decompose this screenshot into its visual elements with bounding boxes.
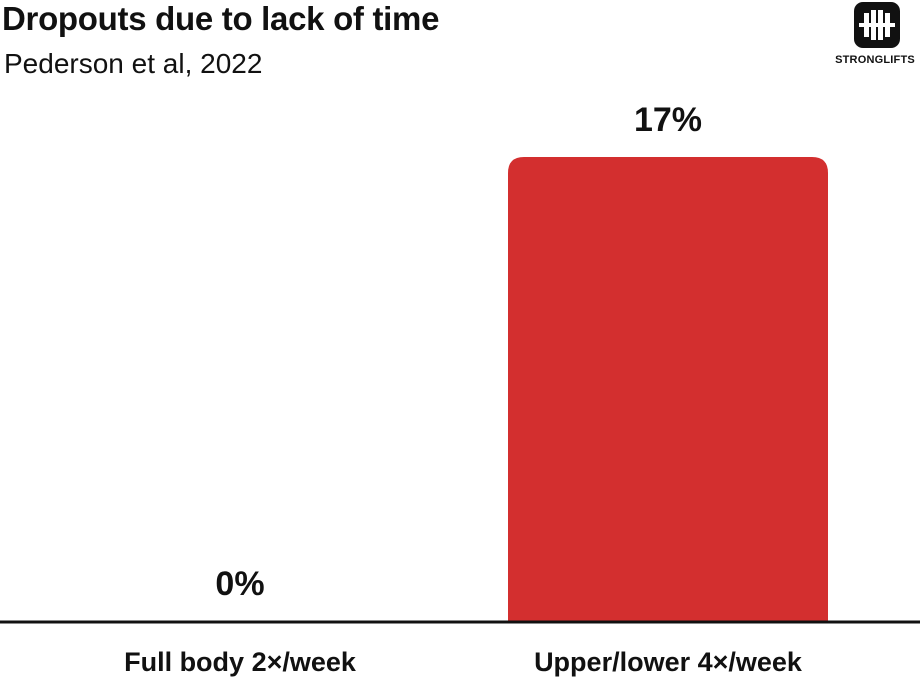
category-label-2: Upper/lower 4×/week (534, 647, 803, 677)
logo-wordmark: STRONGLIFTS (835, 54, 915, 66)
data-label-1: 0% (215, 565, 264, 603)
bar-2 (508, 157, 828, 621)
stronglifts-logo: STRONGLIFTS (830, 2, 920, 92)
chart-title: Dropouts due to lack of time (2, 0, 440, 37)
data-label-2: 17% (634, 101, 702, 139)
barbell-logo-icon (854, 2, 900, 48)
chart-subtitle: Pederson et al, 2022 (4, 48, 263, 79)
category-label-1: Full body 2×/week (124, 647, 357, 677)
